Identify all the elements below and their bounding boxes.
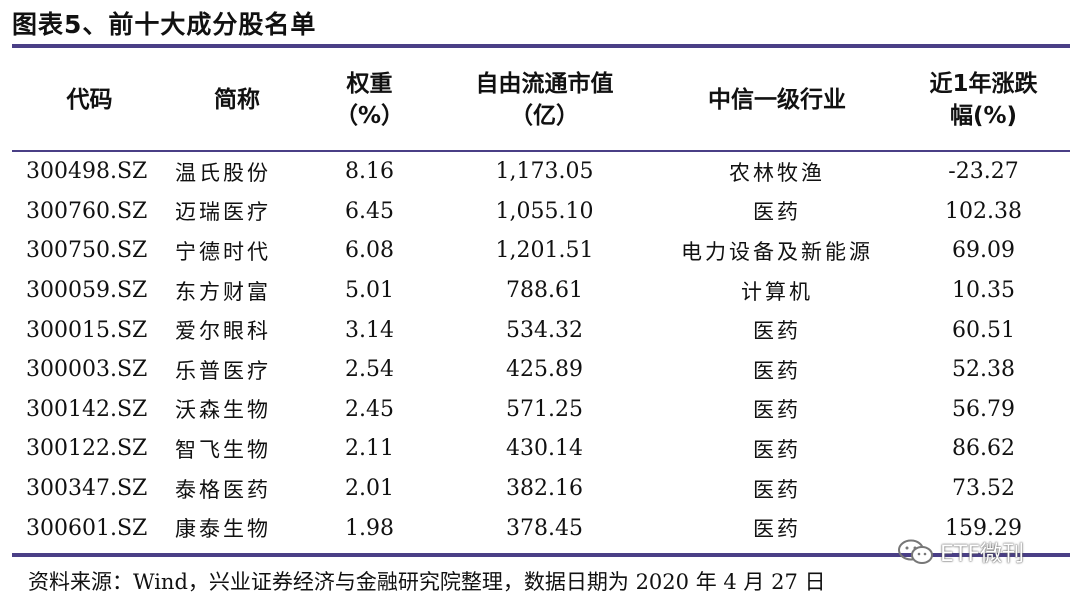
cell-industry: 医药 — [753, 517, 801, 542]
top-rule — [12, 44, 1070, 48]
table-row: 300059.SZ 东方财富 5.01 788.61 计算机 10.35 — [12, 271, 1070, 311]
table-header-row: 代码 简称 权重 （%） 自由流通市值 （亿） 中信一级行业 近1年涨跌 幅(%… — [12, 52, 1070, 148]
cell-market-cap: 788.61 — [506, 278, 583, 304]
header-weight-line1: 权重 — [346, 71, 393, 97]
table-row: 300347.SZ 泰格医药 2.01 382.16 医药 73.52 — [12, 469, 1070, 509]
cell-market-cap: 1,055.10 — [495, 198, 594, 224]
table-row: 300601.SZ 康泰生物 1.98 378.45 医药 159.29 — [12, 508, 1070, 548]
header-name: 简称 — [214, 87, 260, 113]
cell-change: 159.29 — [945, 515, 1022, 541]
cell-industry: 医药 — [753, 398, 801, 423]
cell-weight: 6.45 — [345, 198, 394, 224]
cell-name: 温氏股份 — [175, 160, 271, 185]
cell-market-cap: 1,173.05 — [495, 159, 594, 185]
cell-change: 86.62 — [952, 436, 1015, 462]
cell-weight: 2.11 — [345, 436, 394, 462]
header-market-cap-line2: （亿） — [510, 103, 579, 129]
header-market-cap-line1: 自由流通市值 — [475, 71, 614, 97]
cell-industry: 电力设备及新能源 — [681, 239, 873, 264]
bottom-rule — [12, 553, 1070, 557]
wechat-icon — [898, 539, 933, 564]
cell-industry: 医药 — [753, 200, 801, 225]
table-row: 300003.SZ 乐普医疗 2.54 425.89 医药 52.38 — [12, 350, 1070, 390]
cell-market-cap: 1,201.51 — [495, 238, 594, 264]
cell-change: 73.52 — [952, 476, 1015, 502]
table-row: 300498.SZ 温氏股份 8.16 1,173.05 农林牧渔 -23.27 — [12, 148, 1070, 192]
cell-name: 乐普医疗 — [175, 358, 271, 383]
cell-change: 102.38 — [945, 198, 1022, 224]
cell-code: 300601.SZ — [26, 515, 148, 541]
cell-code: 300750.SZ — [26, 238, 148, 264]
table-row: 300750.SZ 宁德时代 6.08 1,201.51 电力设备及新能源 69… — [12, 231, 1070, 271]
cell-market-cap: 571.25 — [506, 396, 583, 422]
cell-name: 智飞生物 — [175, 437, 271, 462]
cell-code: 300142.SZ — [26, 396, 148, 422]
cell-code: 300059.SZ — [26, 278, 148, 304]
figure-title: 图表5、前十大成分股名单 — [12, 10, 317, 39]
cell-market-cap: 534.32 — [506, 317, 583, 343]
watermark: ETF微刊 — [896, 536, 1024, 568]
cell-code: 300003.SZ — [26, 357, 148, 383]
header-code: 代码 — [66, 87, 113, 113]
cell-name: 沃森生物 — [175, 398, 271, 423]
table-row: 300760.SZ 迈瑞医疗 6.45 1,055.10 医药 102.38 — [12, 192, 1070, 232]
cell-code: 300122.SZ — [26, 436, 148, 462]
cell-industry: 医药 — [753, 358, 801, 383]
cell-code: 300347.SZ — [26, 476, 148, 502]
watermark-text: ETF微刊 — [940, 542, 1024, 567]
cell-industry: 医药 — [753, 477, 801, 502]
header-weight: 权重 （%） — [307, 52, 432, 148]
cell-weight: 1.98 — [345, 515, 394, 541]
constituents-table: 代码 简称 权重 （%） 自由流通市值 （亿） 中信一级行业 近1年涨跌 幅(%… — [12, 52, 1070, 548]
cell-weight: 2.45 — [345, 396, 394, 422]
cell-change: -23.27 — [948, 159, 1019, 185]
header-market-cap: 自由流通市值 （亿） — [432, 52, 657, 148]
header-change-line1: 近1年涨跌 — [929, 71, 1038, 97]
cell-market-cap: 378.45 — [506, 515, 583, 541]
cell-weight: 2.01 — [345, 476, 394, 502]
cell-weight: 6.08 — [345, 238, 394, 264]
cell-industry: 医药 — [753, 319, 801, 344]
header-rule — [12, 150, 1070, 152]
header-change-line2: 幅(%) — [949, 103, 1018, 129]
cell-change: 10.35 — [952, 278, 1015, 304]
cell-name: 迈瑞医疗 — [175, 200, 271, 225]
cell-change: 60.51 — [952, 317, 1015, 343]
cell-name: 康泰生物 — [175, 517, 271, 542]
cell-change: 69.09 — [952, 238, 1015, 264]
cell-market-cap: 382.16 — [506, 476, 583, 502]
cell-weight: 5.01 — [345, 278, 394, 304]
table-row: 300142.SZ 沃森生物 2.45 571.25 医药 56.79 — [12, 390, 1070, 430]
cell-code: 300760.SZ — [26, 198, 148, 224]
source-note: 资料来源：Wind，兴业证券经济与金融研究院整理，数据日期为 2020 年 4 … — [28, 570, 826, 594]
cell-code: 300015.SZ — [26, 317, 148, 343]
cell-change: 56.79 — [952, 396, 1015, 422]
cell-market-cap: 425.89 — [506, 357, 583, 383]
cell-industry: 农林牧渔 — [729, 160, 825, 185]
cell-weight: 3.14 — [345, 317, 394, 343]
cell-market-cap: 430.14 — [506, 436, 583, 462]
cell-change: 52.38 — [952, 357, 1015, 383]
cell-name: 东方财富 — [175, 279, 271, 304]
cell-code: 300498.SZ — [26, 159, 148, 185]
header-industry: 中信一级行业 — [708, 87, 846, 113]
cell-name: 泰格医药 — [175, 477, 271, 502]
header-change: 近1年涨跌 幅(%) — [897, 52, 1070, 148]
table-row: 300122.SZ 智飞生物 2.11 430.14 医药 86.62 — [12, 429, 1070, 469]
cell-industry: 计算机 — [741, 279, 813, 304]
cell-weight: 8.16 — [345, 159, 394, 185]
header-weight-line2: （%） — [334, 103, 405, 129]
cell-industry: 医药 — [753, 437, 801, 462]
table-row: 300015.SZ 爱尔眼科 3.14 534.32 医药 60.51 — [12, 310, 1070, 350]
cell-name: 爱尔眼科 — [175, 319, 271, 344]
cell-name: 宁德时代 — [175, 239, 271, 264]
cell-weight: 2.54 — [345, 357, 394, 383]
